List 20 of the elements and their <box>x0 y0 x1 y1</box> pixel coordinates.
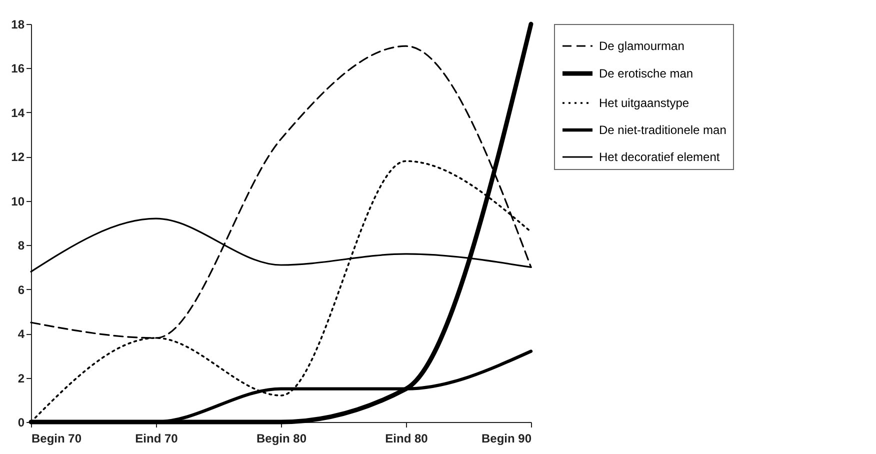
y-tick-label: 18 <box>11 18 25 32</box>
y-tick-label: 2 <box>18 371 25 386</box>
y-tick-label: 6 <box>18 282 25 297</box>
x-tick-label: Begin 90 <box>481 432 532 446</box>
y-tick-label: 14 <box>11 106 25 120</box>
x-tick-label: Begin 80 <box>256 432 307 446</box>
x-tick-label: Eind 80 <box>385 432 428 446</box>
y-tick-label: 10 <box>11 194 25 208</box>
y-tick-label: 4 <box>18 327 25 342</box>
legend-label: De erotische man <box>599 66 694 80</box>
y-tick-label: 16 <box>11 62 25 76</box>
legend-label: Het uitgaanstype <box>599 96 690 110</box>
x-tick-label: Eind 70 <box>135 432 178 446</box>
legend-label: Het decoratief element <box>599 150 720 164</box>
y-tick-label: 8 <box>18 238 25 253</box>
y-tick-label: 12 <box>11 150 25 164</box>
x-tick-label: Begin 70 <box>32 432 82 446</box>
legend-label: De niet-traditionele man <box>599 123 726 137</box>
legend-label: De glamourman <box>599 39 684 53</box>
y-tick-label: 0 <box>18 416 25 430</box>
